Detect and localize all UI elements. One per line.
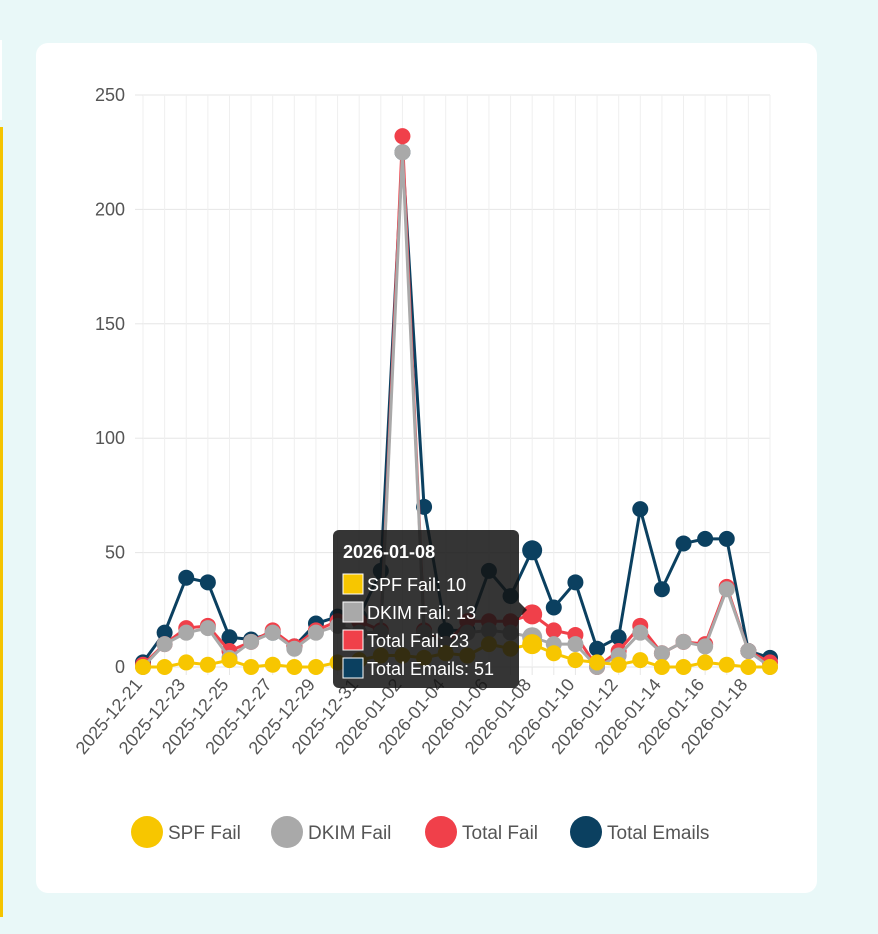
- data-point[interactable]: [610, 629, 627, 646]
- data-point[interactable]: [567, 636, 584, 653]
- data-point[interactable]: [243, 633, 260, 650]
- data-point[interactable]: [697, 638, 714, 655]
- data-point[interactable]: [199, 574, 216, 591]
- data-point[interactable]: [632, 501, 649, 518]
- data-point[interactable]: [522, 540, 543, 561]
- data-point[interactable]: [135, 659, 151, 675]
- data-point[interactable]: [264, 656, 281, 673]
- data-point[interactable]: [199, 620, 216, 637]
- data-point[interactable]: [567, 652, 584, 669]
- legend-item-spf-fail[interactable]: SPF Fail: [131, 816, 241, 848]
- data-point[interactable]: [156, 659, 173, 675]
- data-point[interactable]: [589, 640, 606, 657]
- legend-label: SPF Fail: [168, 823, 241, 844]
- left-panel-accent: [0, 127, 3, 917]
- data-point[interactable]: [545, 622, 562, 639]
- data-point[interactable]: [589, 654, 606, 671]
- data-point[interactable]: [632, 652, 649, 669]
- data-point[interactable]: [178, 624, 195, 641]
- legend-label: DKIM Fail: [308, 823, 391, 844]
- legend: SPF Fail DKIM Fail Total Fail Total Emails: [131, 816, 709, 848]
- data-point[interactable]: [522, 634, 543, 655]
- data-point[interactable]: [740, 642, 757, 659]
- data-point[interactable]: [307, 624, 324, 641]
- tooltip-swatch: [342, 629, 364, 651]
- y-tick-label: 250: [95, 85, 125, 105]
- data-point[interactable]: [653, 645, 670, 662]
- data-point[interactable]: [221, 629, 238, 646]
- y-tick-label: 50: [105, 543, 125, 563]
- data-point[interactable]: [156, 636, 173, 653]
- tooltip: 2026-01-08 SPF Fail: 10 DKIM Fail: 13 Total…: [333, 530, 527, 688]
- data-point[interactable]: [199, 656, 216, 673]
- data-point[interactable]: [545, 599, 562, 616]
- data-point[interactable]: [675, 633, 692, 650]
- data-point[interactable]: [522, 604, 543, 625]
- legend-item-total-emails[interactable]: Total Emails: [570, 816, 709, 848]
- data-point[interactable]: [653, 659, 670, 675]
- tooltip-box: [333, 530, 519, 688]
- data-point[interactable]: [610, 656, 627, 673]
- chart-card: 0 50 100 150 200 250 2025-12-21 2025-12-23 2025…: [36, 43, 817, 893]
- data-point[interactable]: [221, 652, 238, 669]
- legend-label: Total Emails: [607, 823, 709, 844]
- data-point[interactable]: [307, 659, 324, 675]
- data-point[interactable]: [545, 645, 562, 662]
- tooltip-line: Total Emails: 51: [367, 659, 494, 679]
- legend-label: Total Fail: [462, 823, 538, 844]
- data-point[interactable]: [675, 535, 692, 552]
- data-point[interactable]: [567, 574, 584, 591]
- y-tick-label: 100: [95, 428, 125, 448]
- tooltip-line: SPF Fail: 10: [367, 575, 466, 595]
- data-point[interactable]: [286, 659, 303, 675]
- data-point[interactable]: [762, 659, 778, 675]
- data-point[interactable]: [394, 144, 411, 161]
- tooltip-swatch: [342, 657, 364, 679]
- legend-swatch: [425, 816, 457, 848]
- data-point[interactable]: [718, 581, 735, 598]
- y-tick-label: 0: [115, 657, 125, 677]
- y-tick-label: 150: [95, 314, 125, 334]
- data-point[interactable]: [178, 654, 195, 671]
- tooltip-line: DKIM Fail: 13: [367, 603, 476, 623]
- data-point[interactable]: [632, 624, 649, 641]
- data-point[interactable]: [394, 128, 411, 145]
- data-point[interactable]: [740, 659, 757, 675]
- data-point[interactable]: [264, 624, 281, 641]
- legend-item-total-fail[interactable]: Total Fail: [425, 816, 538, 848]
- data-point[interactable]: [718, 530, 735, 547]
- data-point[interactable]: [286, 640, 303, 657]
- data-point[interactable]: [178, 569, 195, 586]
- legend-item-dkim-fail[interactable]: DKIM Fail: [271, 816, 391, 848]
- data-point[interactable]: [697, 530, 714, 547]
- data-point[interactable]: [675, 659, 692, 675]
- data-point[interactable]: [243, 659, 260, 675]
- data-point[interactable]: [718, 656, 735, 673]
- tooltip-title: 2026-01-08: [343, 542, 435, 562]
- left-panel-edge: [0, 40, 2, 120]
- tooltip-line: Total Fail: 23: [367, 631, 469, 651]
- y-tick-label: 200: [95, 199, 125, 219]
- tooltip-caret: [519, 602, 527, 618]
- legend-swatch: [570, 816, 602, 848]
- y-axis: 0 50 100 150 200 250: [95, 85, 143, 677]
- legend-swatch: [131, 816, 163, 848]
- data-point[interactable]: [156, 624, 173, 641]
- tooltip-swatch: [342, 601, 364, 623]
- data-point[interactable]: [697, 654, 714, 671]
- data-point[interactable]: [653, 581, 670, 598]
- legend-swatch: [271, 816, 303, 848]
- tooltip-swatch: [342, 573, 364, 595]
